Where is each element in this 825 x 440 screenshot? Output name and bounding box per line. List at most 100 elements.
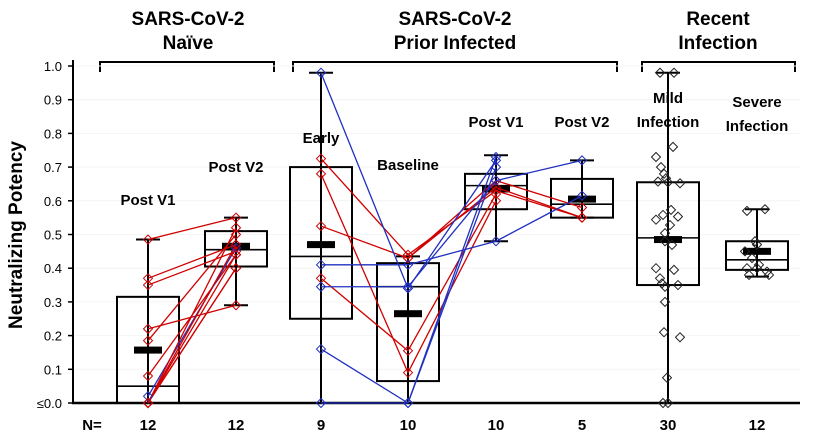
data-point bbox=[660, 173, 672, 184]
data-point bbox=[668, 67, 680, 78]
data-point bbox=[490, 161, 502, 173]
data-point bbox=[230, 239, 242, 250]
data-point bbox=[230, 222, 242, 233]
category-label: Severe bbox=[732, 94, 781, 111]
data-point bbox=[672, 279, 684, 291]
data-point bbox=[753, 259, 765, 271]
data-point bbox=[490, 182, 502, 193]
data-point bbox=[763, 269, 775, 281]
data-point bbox=[674, 178, 686, 189]
y-tick-label: 0.2 bbox=[44, 329, 62, 344]
y-tick-label: 0.6 bbox=[44, 194, 62, 209]
paired-line bbox=[320, 72, 409, 289]
data-point bbox=[751, 262, 763, 274]
data-point bbox=[230, 229, 242, 240]
data-point bbox=[659, 236, 671, 247]
data-point bbox=[402, 252, 414, 264]
data-point bbox=[658, 168, 670, 180]
n-count-label: 10 bbox=[400, 417, 417, 434]
header-recent-line1: Recent bbox=[686, 9, 750, 30]
data-point bbox=[230, 249, 242, 260]
data-point bbox=[665, 204, 677, 216]
n-count-label: 30 bbox=[660, 417, 677, 434]
paired-line bbox=[495, 159, 583, 182]
header-naive-line2: Naïve bbox=[163, 33, 214, 54]
mean-marker bbox=[134, 346, 162, 354]
data-point bbox=[490, 188, 502, 200]
data-point bbox=[662, 177, 674, 188]
data-point bbox=[142, 234, 154, 245]
data-point bbox=[402, 283, 414, 294]
data-point bbox=[659, 281, 671, 292]
data-point bbox=[315, 259, 327, 271]
data-point bbox=[650, 151, 662, 163]
y-tick-label: 0.3 bbox=[44, 295, 62, 310]
paired-line bbox=[407, 159, 497, 289]
data-point bbox=[657, 397, 669, 409]
header-naive-line1: SARS-CoV-2 bbox=[132, 9, 245, 30]
category-label: Post V1 bbox=[468, 114, 523, 131]
category-label: Post V2 bbox=[208, 159, 263, 176]
data-point bbox=[315, 281, 327, 292]
bracket-prior bbox=[292, 61, 618, 72]
data-point bbox=[576, 212, 588, 223]
bracket-recent bbox=[641, 61, 796, 72]
n-count-label: 12 bbox=[749, 417, 766, 434]
data-point bbox=[659, 227, 671, 239]
header-prior-line2: Prior Infected bbox=[394, 33, 516, 54]
header-recent-line2: Infection bbox=[678, 33, 757, 54]
data-point bbox=[402, 345, 414, 356]
data-point bbox=[402, 249, 414, 260]
paired-line bbox=[407, 166, 497, 404]
data-point bbox=[650, 214, 662, 225]
paired-line bbox=[407, 180, 497, 259]
data-point bbox=[662, 397, 674, 409]
data-point bbox=[746, 252, 758, 264]
data-point bbox=[667, 141, 679, 153]
y-tick-label: 0.4 bbox=[44, 261, 62, 276]
box bbox=[725, 240, 789, 271]
data-point bbox=[761, 266, 773, 277]
paired-line bbox=[147, 254, 237, 404]
paired-line bbox=[407, 193, 497, 352]
data-point bbox=[655, 161, 667, 173]
data-point bbox=[490, 195, 502, 207]
y-tick-label: 0.7 bbox=[44, 160, 62, 175]
data-point bbox=[142, 391, 154, 402]
data-point bbox=[659, 296, 671, 308]
data-point bbox=[142, 397, 154, 409]
category-label-line2: Infection bbox=[726, 118, 789, 135]
category-label: Baseline bbox=[377, 157, 439, 174]
paired-line bbox=[147, 267, 237, 404]
data-point bbox=[142, 323, 154, 335]
data-point bbox=[668, 264, 680, 276]
data-point bbox=[230, 262, 242, 274]
box bbox=[464, 172, 528, 211]
mean-marker bbox=[307, 241, 335, 249]
mean-marker bbox=[743, 247, 771, 255]
paired-line bbox=[147, 244, 237, 279]
data-point bbox=[576, 190, 588, 201]
data-point bbox=[652, 176, 664, 187]
paired-line bbox=[147, 247, 237, 397]
category-label: Early bbox=[303, 130, 340, 147]
paired-line bbox=[147, 227, 237, 404]
n-prefix: N= bbox=[82, 417, 102, 434]
data-point bbox=[739, 246, 751, 257]
paired-line bbox=[320, 158, 409, 256]
data-point bbox=[490, 236, 502, 247]
y-tick-label: 0.9 bbox=[44, 93, 62, 108]
data-point bbox=[664, 219, 676, 231]
data-point bbox=[743, 269, 755, 281]
data-point bbox=[142, 370, 154, 382]
paired-line bbox=[147, 234, 237, 342]
mean-marker bbox=[568, 195, 596, 203]
data-point bbox=[142, 273, 154, 284]
data-point bbox=[654, 273, 666, 284]
header-prior-line1: SARS-CoV-2 bbox=[399, 9, 512, 30]
n-count-label: 10 bbox=[488, 417, 505, 434]
data-point bbox=[661, 372, 673, 383]
data-point bbox=[759, 204, 771, 215]
data-point bbox=[315, 67, 327, 78]
y-tick-label: ≤0.0 bbox=[37, 396, 62, 411]
